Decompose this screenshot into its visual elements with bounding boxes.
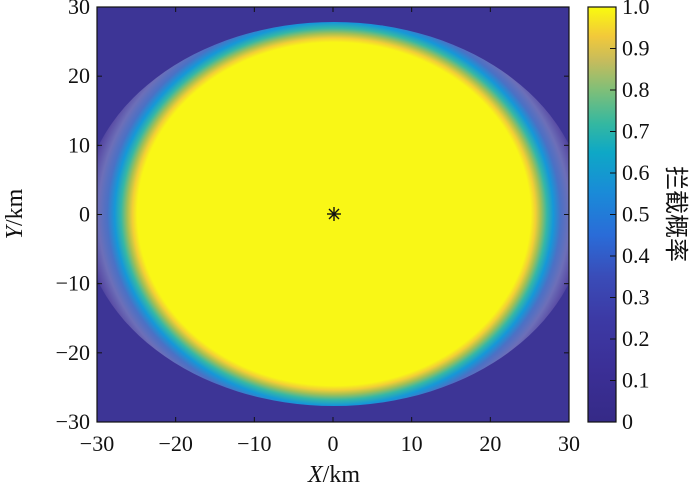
x-tick-label: 0 <box>328 431 339 456</box>
colorbar-tick-label: 0.3 <box>622 285 650 310</box>
y-tick-label: −30 <box>56 409 90 434</box>
y-tick-label: −10 <box>56 271 90 296</box>
colorbar-label: 拦截概率 <box>662 166 690 262</box>
colorbar-tick-label: 1.0 <box>622 0 650 19</box>
x-axis-label: X/km <box>307 462 360 488</box>
colorbar-tick-label: 0 <box>622 409 633 434</box>
x-axis: −30 −20 −10 0 10 20 30 <box>80 7 580 456</box>
colorbar-tick-label: 0.9 <box>622 36 650 61</box>
x-tick-label: −10 <box>237 431 271 456</box>
y-tick-label: 0 <box>79 202 90 227</box>
x-tick-label: −20 <box>158 431 192 456</box>
colorbar-tick-label: 0.6 <box>622 160 650 185</box>
x-tick-label: 20 <box>479 431 501 456</box>
colorbar-tick-label: 0.8 <box>622 77 650 102</box>
colorbar-ticks: 1.0 0.9 0.8 0.7 0.6 0.5 0.4 0.3 0.2 0.1 0 <box>610 0 650 434</box>
colorbar-tick-label: 0.2 <box>622 326 650 351</box>
colorbar-tick-label: 0.7 <box>622 119 650 144</box>
y-tick-label: 20 <box>68 63 90 88</box>
x-tick-label: −30 <box>80 431 114 456</box>
y-tick-label: −20 <box>56 340 90 365</box>
y-axis: 30 20 10 0 −10 −20 −30 <box>56 0 569 434</box>
x-tick-label: 10 <box>401 431 423 456</box>
center-star-marker <box>327 207 341 221</box>
colorbar-tick-label: 0.1 <box>622 368 650 393</box>
y-tick-label: 30 <box>68 0 90 19</box>
colorbar-tick-label: 0.5 <box>622 202 650 227</box>
y-axis-label: Y/km <box>2 188 28 239</box>
x-tick-label: 30 <box>558 431 580 456</box>
colorbar-tick-label: 0.4 <box>622 243 650 268</box>
y-tick-label: 10 <box>68 132 90 157</box>
